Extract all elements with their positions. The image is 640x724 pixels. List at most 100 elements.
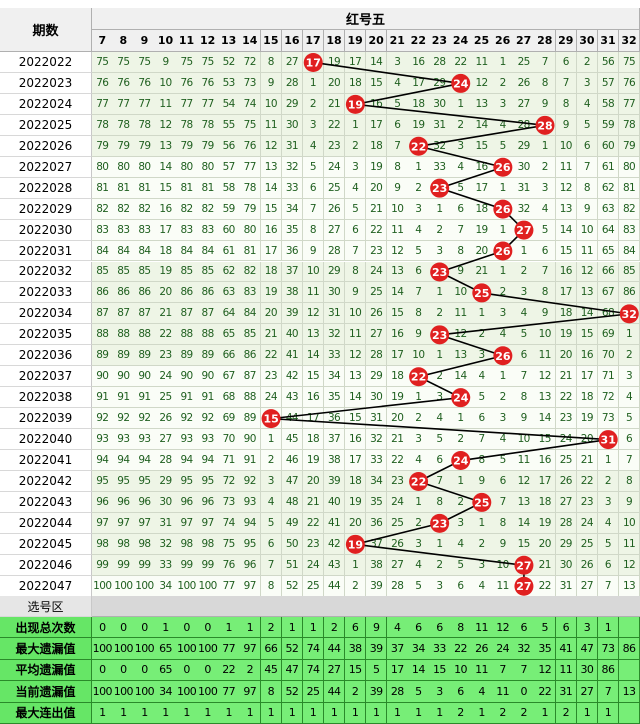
omission-cell: 7 [534, 52, 557, 73]
omission-cell: 77 [92, 93, 114, 115]
omission-cell: 17 [344, 52, 367, 73]
stat-value: 2 [344, 681, 367, 703]
stat-value: 38 [344, 638, 367, 660]
omission-cell: 89 [176, 345, 198, 367]
omission-cell: 91 [113, 387, 135, 409]
omission-cell: 24 [155, 366, 177, 388]
omission-cell: 58 [597, 93, 620, 115]
omission-cell: 11 [386, 219, 409, 241]
omission-cell: 5 [386, 93, 409, 115]
omission-cell: 19 [344, 533, 367, 555]
stat-value: 0 [113, 617, 135, 639]
omission-cell: 34 [323, 366, 346, 388]
omission-cell: 24 [365, 261, 388, 283]
omission-cell: 13 [576, 282, 599, 304]
omission-cell: 2 [492, 72, 514, 94]
omission-cell: 64 [218, 303, 240, 325]
omission-cell: 39 [323, 471, 346, 492]
omission-cell: 91 [176, 387, 198, 409]
omission-cell: 1 [408, 491, 430, 513]
stat-value: 5 [408, 681, 430, 703]
omission-cell: 45 [281, 429, 304, 451]
omission-cell: 25 [155, 387, 177, 409]
omission-cell: 27 [365, 324, 388, 346]
stat-value: 66 [260, 638, 283, 660]
stat-value: 26 [471, 638, 493, 660]
omission-cell: 14 [365, 52, 388, 73]
stat-value: 77 [218, 638, 240, 660]
stat-value: 97 [239, 638, 262, 660]
omission-cell: 1 [618, 324, 640, 346]
period-label: 2022023 [0, 72, 92, 94]
omission-cell: 6 [597, 554, 620, 576]
omission-cell: 78 [618, 114, 640, 136]
column-header-19: 19 [344, 30, 367, 52]
omission-cell: 36 [281, 240, 304, 262]
omission-cell: 79 [618, 135, 640, 157]
omission-cell: 34 [365, 471, 388, 492]
omission-cell: 2 [429, 366, 451, 388]
omission-cell: 51 [281, 554, 304, 576]
column-header-15: 15 [260, 30, 283, 52]
omission-cell: 82 [618, 198, 640, 220]
omission-cell: 80 [113, 156, 135, 178]
omission-cell: 85 [618, 261, 640, 283]
omission-cell: 20 [576, 429, 599, 451]
omission-cell: 18 [576, 387, 599, 409]
omission-cell: 14 [386, 282, 409, 304]
omission-cell: 100 [92, 575, 114, 597]
omission-cell: 100 [113, 575, 135, 597]
period-label: 2022031 [0, 240, 92, 262]
omission-cell: 17 [576, 366, 599, 388]
omission-cell: 1 [344, 554, 367, 576]
omission-cell: 4 [534, 198, 557, 220]
omission-cell: 15 [365, 72, 388, 94]
omission-cell: 60 [597, 135, 620, 157]
omission-cell: 97 [113, 512, 135, 534]
omission-cell: 9 [534, 303, 557, 325]
omission-cell: 11 [513, 450, 535, 471]
select-zone[interactable] [92, 596, 640, 617]
omission-cell: 65 [218, 324, 240, 346]
omission-cell: 4 [492, 429, 514, 451]
column-header-9: 9 [134, 30, 156, 52]
omission-cell: 16 [260, 219, 283, 241]
omission-cell: 8 [513, 387, 535, 409]
omission-cell: 72 [239, 52, 262, 73]
omission-cell: 65 [597, 240, 620, 262]
column-header-12: 12 [197, 30, 219, 52]
omission-cell: 28 [429, 52, 451, 73]
omission-cell: 23 [429, 512, 451, 534]
omission-cell: 79 [92, 135, 114, 157]
omission-cell: 2 [429, 219, 451, 241]
omission-cell: 66 [597, 261, 620, 283]
stat-value: 22 [534, 681, 557, 703]
omission-cell: 86 [197, 282, 219, 304]
omission-cell: 1 [344, 114, 367, 136]
omission-cell: 41 [323, 512, 346, 534]
omission-cell: 92 [113, 408, 135, 430]
omission-cell: 13 [450, 345, 472, 367]
omission-cell: 19 [155, 261, 177, 283]
omission-cell: 59 [597, 114, 620, 136]
omission-cell: 7 [302, 198, 325, 220]
omission-cell: 3 [450, 135, 472, 157]
omission-cell: 85 [134, 261, 156, 283]
omission-cell: 8 [618, 471, 640, 492]
stat-value: 7 [597, 681, 620, 703]
omission-cell: 22 [408, 471, 430, 492]
omission-cell: 3 [408, 429, 430, 451]
omission-cell: 17 [344, 450, 367, 471]
omission-cell: 17 [260, 240, 283, 262]
omission-cell: 25 [555, 450, 578, 471]
omission-cell: 5 [429, 429, 451, 451]
omission-cell: 7 [597, 575, 620, 597]
stat-value: 12 [534, 659, 557, 682]
omission-cell: 40 [323, 491, 346, 513]
omission-cell: 3 [471, 554, 493, 576]
stat-value [618, 702, 640, 724]
omission-cell: 8 [408, 303, 430, 325]
omission-cell: 28 [281, 72, 304, 94]
omission-cell: 22 [260, 345, 283, 367]
omission-cell: 86 [239, 345, 262, 367]
